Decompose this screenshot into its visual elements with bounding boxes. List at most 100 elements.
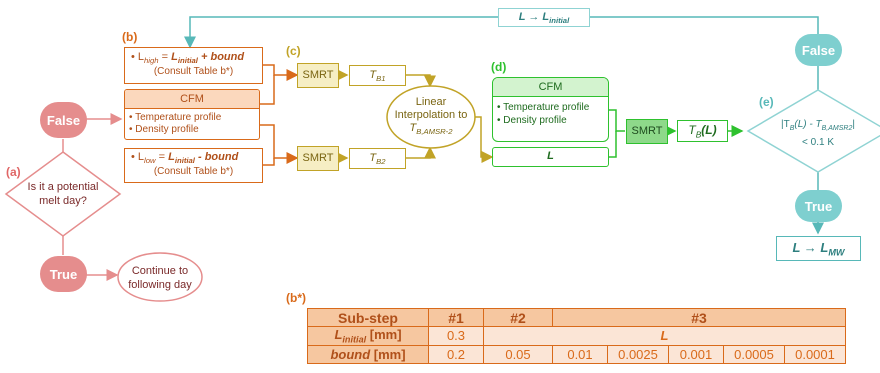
false-node-e: False [795,34,842,66]
cond-sub: B [789,125,795,132]
cfm-box-d: CFM • Temperature profile • Density prof… [492,77,609,142]
l-high-sub: high [144,56,159,66]
top-arrow-L: L → L [518,11,550,23]
l-high-init: initial [177,56,198,66]
tb2-sub: B2 [376,157,386,167]
tbl-arg: (L) [701,123,717,137]
row-bound-val-4: 0.0025 [607,344,669,364]
consult-low: (Consult Table b*) [153,166,234,178]
l-low-init: initial [174,156,195,166]
interp-line2: Interpolation to [394,109,468,121]
convergence-decision-shape [746,89,880,173]
l-low-bullet: • L [131,151,145,163]
step-label-d: (d) [491,60,507,74]
row-linitial-val-1: 0.3 [428,326,484,346]
interpolation-text: Linear Interpolation to TB,AMSR-2 [388,96,474,138]
row-linitial-L: L [334,327,343,342]
l-high-L: L [171,51,178,63]
l-box-d: L [492,147,609,167]
cfm-item-density-b: • Density profile [129,124,199,135]
l-high-box: • Lhigh = Linitial + bound (Consult Tabl… [124,47,263,84]
tb-l-box: TB(L) [677,120,728,142]
interp-T: T [409,122,417,134]
cond-line1: |TB(L) - TB,AMSR2| [758,118,878,136]
interp-line1: Linear [415,96,447,108]
cond-post: | [852,119,855,130]
l-low-eq: = [155,151,169,163]
table-row-linitial: Linitial [mm] 0.3 L [307,326,846,346]
false-node-a: False [40,102,87,138]
row-linitial-val-2: L [483,326,846,346]
row-bound-label: bound [mm] [307,344,429,364]
cfm-item-density-d: • Density profile [497,115,567,126]
cfm-title-b: CFM [125,90,259,109]
l-to-lmw-box: L → LMW [776,236,861,261]
tbl-T: T [688,123,696,137]
row-linitial-sub: initial [342,334,367,345]
melt-day-question: Is it a potential melt day? [20,180,106,208]
l-to-linitial-box: L → Linitial [498,8,590,27]
final-sub: MW [828,247,845,258]
l-low-sub: low [144,156,156,166]
cond-line2: < 0.1 K [802,137,834,148]
tb1-sub: B1 [376,74,386,84]
continue-text: Continue to following day [118,264,202,292]
l-high-tail: + bound [197,51,245,63]
melt-day-line2: melt day? [39,195,87,207]
step-label-e: (e) [759,95,774,109]
row-bound-val-7: 0.0001 [784,344,846,364]
melt-day-decision-shape [4,151,122,237]
continue-ellipse [117,252,203,302]
tb2-box: TB2 [349,148,406,169]
table-header-3: #3 [552,308,846,327]
l-low-formula: • Llow = Linitial - bound [125,149,262,165]
cfm-item-temp-d: • Temperature profile [497,102,590,113]
tb2-T: T [369,152,377,164]
interpolation-ellipse [386,85,476,149]
tb1-T: T [369,69,377,81]
bound-table: Sub-step #1 #2 #3 Linitial [mm] 0.3 L bo… [307,308,846,364]
true-node-a: True [40,256,87,292]
continue-line2: following day [128,279,192,291]
tb1-box: TB1 [349,65,406,86]
interp-line3: TB,AMSR-2 [388,122,474,138]
l-low-box: • Llow = Linitial - bound (Consult Table… [124,148,263,183]
l-low-tail: - bound [194,151,239,163]
cond-sub2: B,AMSR2 [821,125,853,132]
step-label-b: (b) [122,30,138,44]
row-bound-unit: [mm] [370,346,406,362]
l-high-bullet: • L [131,51,145,63]
smrt-box-d: SMRT [626,119,668,144]
table-header-1: #1 [428,308,484,327]
row-bound-val-5: 0.001 [668,344,724,364]
l-low-L: L [168,151,175,163]
cfm-title-d: CFM [493,78,608,97]
final-L: L → L [792,240,829,255]
cfm-box-b: CFM • Temperature profile • Density prof… [124,89,260,140]
row-bound-val-1: 0.2 [428,344,484,364]
table-header-row: Sub-step #1 #2 #3 [307,308,846,327]
convergence-condition: |TB(L) - TB,AMSR2| < 0.1 K [758,118,878,150]
step-label-a: (a) [6,165,21,179]
top-arrow-sub: initial [549,16,570,26]
cond-pre: |T [781,119,790,130]
row-linitial-unit: [mm] [366,327,402,342]
cond-mid: (L) - T [794,119,822,130]
row-bound-val-2: 0.05 [483,344,553,364]
cfm-list-b: • Temperature profile • Density profile [125,109,259,136]
smrt-box-high: SMRT [297,63,339,88]
row-bound-word: bound [330,346,371,362]
tbl-sub: B [695,129,702,140]
continue-line1: Continue to [131,265,189,277]
row-linitial-label: Linitial [mm] [307,326,429,346]
true-node-e: True [795,190,842,222]
step-label-b-star: (b*) [286,291,306,305]
row-bound-val-3: 0.01 [552,344,608,364]
table-header-substep: Sub-step [307,308,429,327]
l-high-eq: = [158,51,172,63]
consult-high: (Consult Table b*) [153,66,234,78]
row-bound-val-6: 0.0005 [723,344,785,364]
l-high-formula: • Lhigh = Linitial + bound [125,48,262,65]
melt-day-line1: Is it a potential [27,181,99,193]
table-header-2: #2 [483,308,553,327]
